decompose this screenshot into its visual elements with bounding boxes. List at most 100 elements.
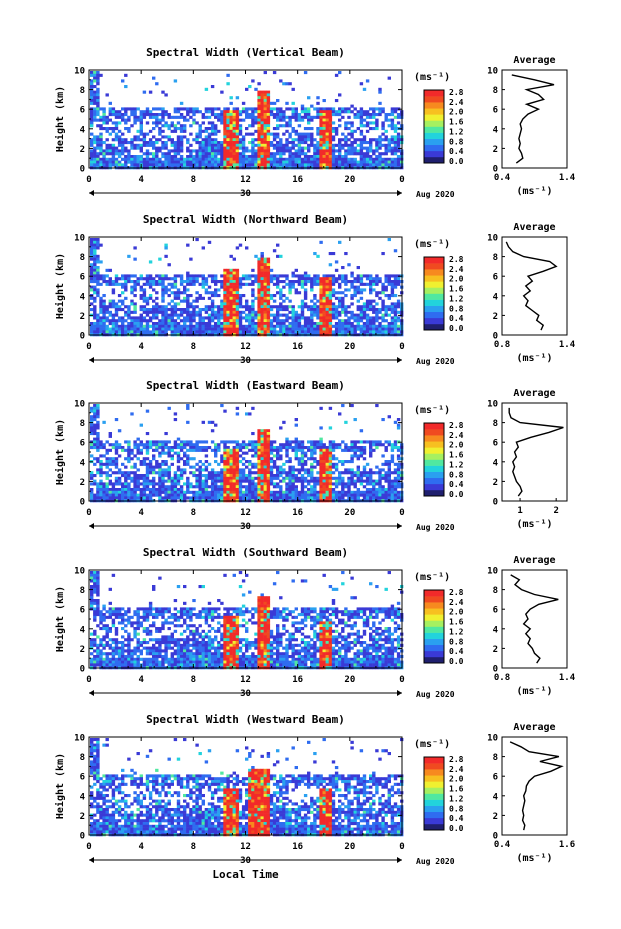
heatmap-cell <box>223 474 227 478</box>
heatmap-cell <box>279 479 283 483</box>
y-tick-label: 6 <box>80 273 85 283</box>
heatmap-cell <box>372 319 376 323</box>
heatmap-cell <box>263 135 267 139</box>
heatmap-cell <box>300 476 305 480</box>
heatmap-cell <box>161 124 165 128</box>
heatmap-cell <box>241 330 246 334</box>
heatmap-cell <box>201 446 205 450</box>
heatmap-cell <box>220 468 224 472</box>
heatmap-cell <box>210 474 215 478</box>
heatmap-cell <box>186 271 190 275</box>
heatmap-cell <box>96 415 100 419</box>
heatmap-cell <box>294 268 298 272</box>
heatmap-cell <box>276 310 280 314</box>
heatmap-cell <box>307 274 311 278</box>
heatmap-cell <box>313 274 317 278</box>
heatmap-cell <box>161 316 165 320</box>
heatmap-cell <box>164 443 168 447</box>
heatmap-cell <box>316 141 320 145</box>
heatmap-cell <box>297 141 302 145</box>
heatmap-cell <box>384 310 388 314</box>
heatmap-cell <box>378 310 382 314</box>
heatmap-cell <box>378 330 382 334</box>
heatmap-cell <box>161 143 165 147</box>
heatmap-cell <box>291 87 295 91</box>
heatmap-cell <box>266 485 271 489</box>
heatmap-cell <box>121 141 125 145</box>
heatmap-cell <box>241 485 246 489</box>
heatmap-cell <box>359 282 364 286</box>
heatmap-cell <box>161 305 165 309</box>
heatmap-cell <box>350 135 354 139</box>
heatmap-cell <box>303 322 308 326</box>
heatmap-cell <box>114 282 119 286</box>
heatmap-cell <box>161 291 165 295</box>
heatmap-cell <box>170 291 174 295</box>
heatmap-cell <box>300 282 305 286</box>
heatmap-cell <box>161 288 165 292</box>
heatmap-cell <box>347 324 351 328</box>
heatmap-cell <box>279 163 283 167</box>
heatmap-cell <box>192 485 196 489</box>
heatmap-cell <box>341 462 345 466</box>
heatmap-cell <box>99 319 103 323</box>
heatmap-cell <box>133 157 137 161</box>
heatmap-cell <box>161 129 165 133</box>
heatmap-cell <box>303 485 308 489</box>
heatmap-cell <box>136 129 140 133</box>
heatmap-cell <box>251 132 255 136</box>
heatmap-cell <box>223 160 227 164</box>
heatmap-cell <box>127 313 131 317</box>
heatmap-cell <box>223 319 227 323</box>
heatmap-cell <box>232 143 236 147</box>
heatmap-cell <box>288 488 292 492</box>
heatmap-cell <box>254 138 258 142</box>
heatmap-cell <box>257 474 261 478</box>
heatmap-cell <box>276 476 280 480</box>
heatmap-cell <box>235 457 240 461</box>
heatmap-cell <box>325 462 329 466</box>
heatmap-cell <box>229 291 233 295</box>
heatmap-cell <box>223 482 227 486</box>
heatmap-cell <box>133 443 137 447</box>
heatmap-cell <box>279 308 283 312</box>
heatmap-cell <box>344 163 348 167</box>
heatmap-cell <box>347 322 351 326</box>
heatmap-cell <box>325 121 329 125</box>
heatmap-cell <box>291 324 295 328</box>
heatmap-cell <box>356 471 360 475</box>
heatmap-cell <box>322 316 326 320</box>
heatmap-cell <box>248 324 252 328</box>
heatmap-cell <box>272 132 277 136</box>
heatmap-cell <box>90 79 94 83</box>
heatmap-cell <box>316 113 320 117</box>
heatmap-cell <box>201 440 205 444</box>
heatmap-cell <box>322 160 326 164</box>
heatmap-cell <box>393 316 398 320</box>
heatmap-cell <box>232 310 236 314</box>
heatmap-cell <box>334 310 339 314</box>
heatmap-cell <box>331 440 336 444</box>
heatmap-cell <box>325 299 329 303</box>
colorbar-swatch <box>424 299 444 306</box>
heatmap-cell <box>294 423 298 427</box>
heatmap-cell <box>319 313 323 317</box>
heatmap-cell <box>300 132 305 136</box>
heatmap-cell <box>139 118 143 122</box>
heatmap-cell <box>288 310 292 314</box>
heatmap-cell <box>192 149 196 153</box>
heatmap-cell <box>325 460 329 464</box>
heatmap-cell <box>220 274 224 278</box>
heatmap-cell <box>241 294 246 298</box>
heatmap-cell <box>310 324 314 328</box>
heatmap-cell <box>288 160 292 164</box>
heatmap-cell <box>176 479 181 483</box>
heatmap-cell <box>297 118 302 122</box>
heatmap-cell <box>183 330 187 334</box>
heatmap-cell <box>238 243 243 247</box>
heatmap-cell <box>183 160 187 164</box>
heatmap-cell <box>353 474 357 478</box>
heatmap-cell <box>338 285 342 289</box>
heatmap-cell <box>192 163 196 167</box>
heatmap-cell <box>210 327 215 331</box>
